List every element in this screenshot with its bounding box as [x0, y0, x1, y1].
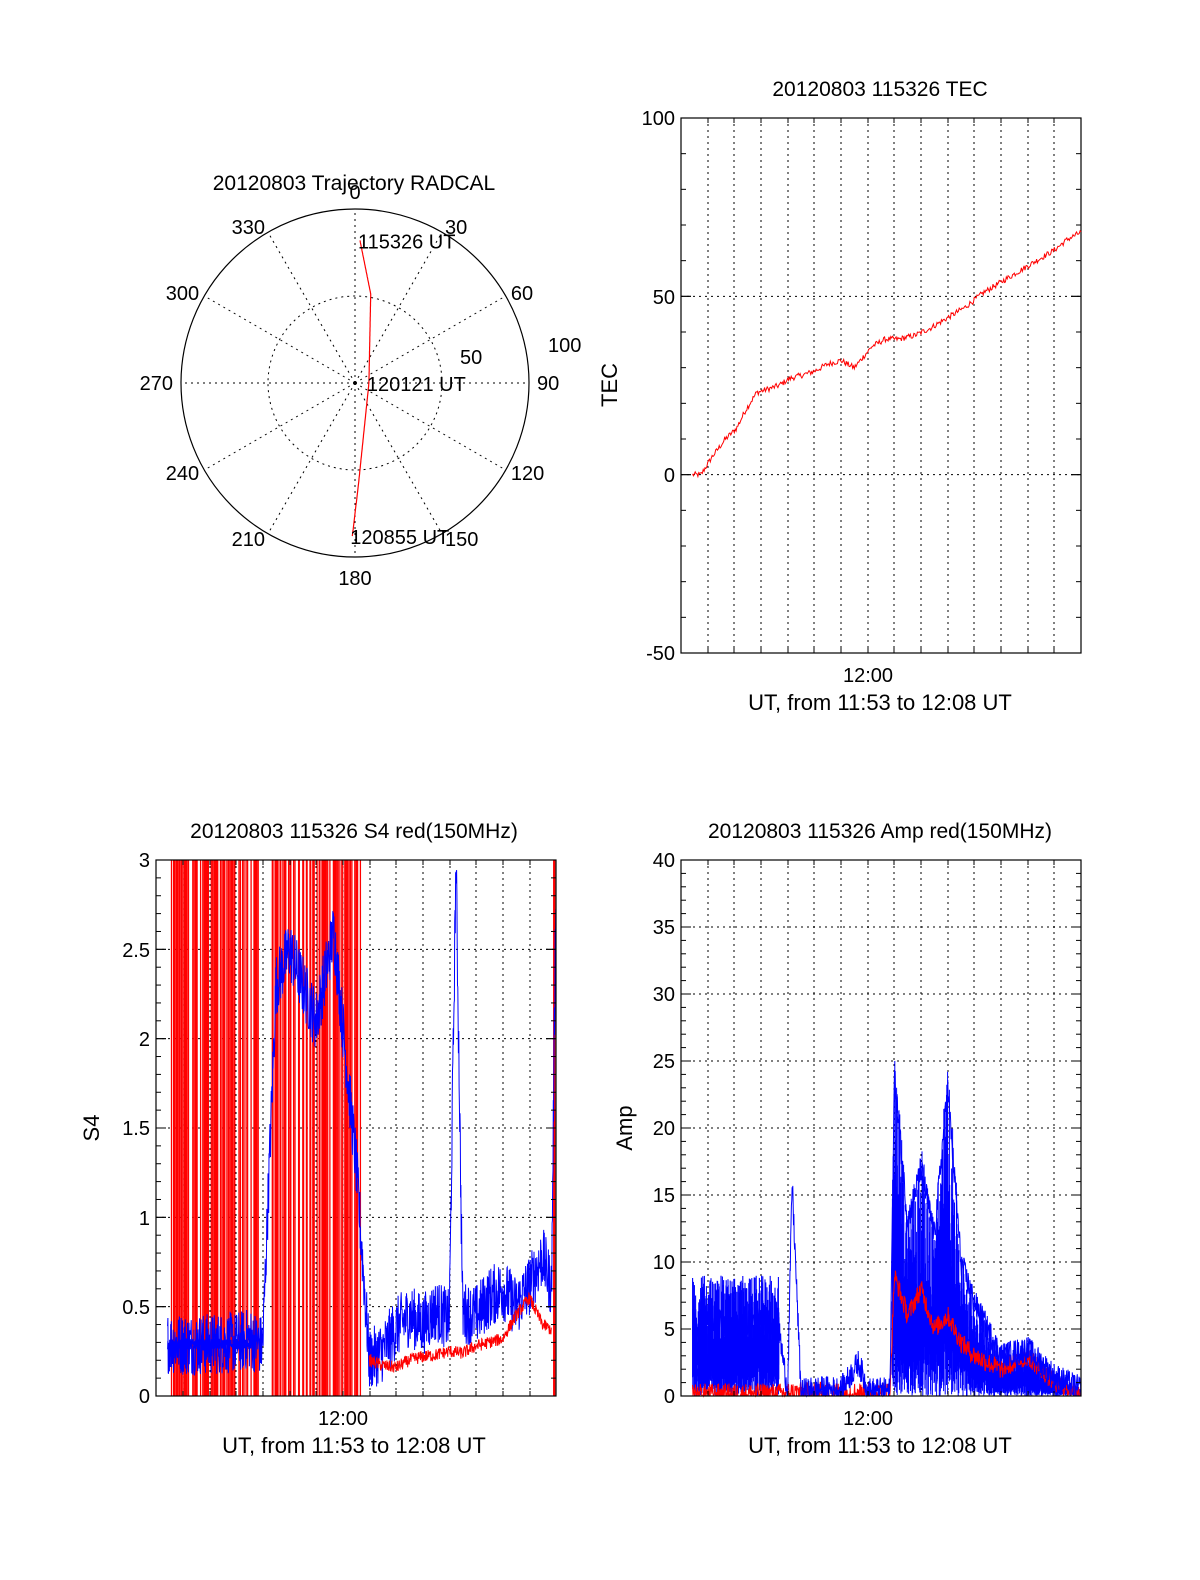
amp-panel: 20120803 115326 Amp red(150MHz) 40 35 30… — [612, 820, 1082, 1458]
polar-spoke — [354, 382, 506, 471]
angle-label-270: 270 — [140, 373, 173, 395]
s4-red-line — [368, 1292, 552, 1373]
amp-y-tick: 20 — [653, 1118, 675, 1140]
s4-y-tick-labels: 3 2.5 2 1.5 1 0.5 0 — [122, 850, 150, 1408]
tec-panel: 20120803 115326 TEC 100 50 0 -50 12:00 U… — [597, 78, 1082, 715]
tec-frame — [680, 117, 1082, 654]
s4-y-label: S4 — [79, 1115, 104, 1142]
angle-label-0: 0 — [349, 182, 360, 204]
angle-label-60: 60 — [511, 283, 533, 305]
angle-label-210: 210 — [232, 529, 265, 551]
tec-y-tick: -50 — [646, 643, 675, 665]
s4-red-spikes — [170, 860, 557, 1396]
polar-spoke — [204, 382, 356, 471]
angle-label-330: 330 — [232, 217, 265, 239]
trajectory-panel: 20120803 Trajectory RADCAL 0 30 60 90 12… — [140, 172, 582, 590]
tec-series-line — [692, 229, 1082, 479]
amp-x-tick: 12:00 — [843, 1408, 893, 1430]
trajectory-title: 20120803 Trajectory RADCAL — [213, 172, 496, 195]
amp-y-tick: 0 — [664, 1386, 675, 1408]
s4-blue-line — [167, 870, 557, 1387]
tec-y-tick-labels: 100 50 0 -50 — [642, 108, 675, 665]
polar-spoke — [354, 295, 506, 384]
polar-spoke — [354, 232, 443, 384]
angle-label-90: 90 — [537, 373, 559, 395]
s4-minor-ticks — [156, 859, 556, 1397]
amp-y-tick: 10 — [653, 1252, 675, 1274]
angle-label-120: 120 — [511, 463, 544, 485]
tec-y-tick: 50 — [653, 287, 675, 309]
s4-y-tick: 2 — [139, 1029, 150, 1051]
amp-blue-line — [692, 1070, 1082, 1398]
polar-spoke — [267, 382, 356, 534]
polar-angle-labels: 0 30 60 90 120 150 180 210 240 270 300 3… — [140, 182, 560, 590]
angle-label-30: 30 — [445, 217, 467, 239]
angle-label-180: 180 — [338, 568, 371, 590]
tec-y-tick: 0 — [664, 465, 675, 487]
s4-y-tick: 2.5 — [122, 940, 150, 962]
s4-title: 20120803 115326 S4 red(150MHz) — [190, 820, 518, 843]
tec-y-label: TEC — [597, 363, 622, 407]
polar-spoke — [354, 382, 443, 534]
s4-x-tick: 12:00 — [318, 1408, 368, 1430]
amp-y-tick: 35 — [653, 917, 675, 939]
radius-label-100: 100 — [548, 335, 581, 357]
s4-y-tick: 1.5 — [122, 1118, 150, 1140]
tec-grid — [681, 118, 1081, 653]
amp-y-tick: 40 — [653, 850, 675, 872]
trajectory-end-label: 120855 UT — [350, 527, 449, 549]
tec-y-tick: 100 — [642, 108, 675, 130]
radius-label-50: 50 — [460, 347, 482, 369]
tec-title: 20120803 115326 TEC — [772, 78, 987, 101]
polar-outer-circle — [180, 208, 530, 558]
polar-spoke — [204, 295, 356, 384]
trajectory-line — [351, 240, 372, 537]
tec-x-tick: 12:00 — [843, 665, 893, 687]
polar-ring — [267, 295, 443, 471]
s4-y-tick: 1 — [139, 1208, 150, 1230]
s4-x-label: UT, from 11:53 to 12:08 UT — [222, 1433, 486, 1458]
amp-y-tick: 25 — [653, 1051, 675, 1073]
amp-y-tick: 5 — [664, 1319, 675, 1341]
trajectory-start-label: 115326 UT — [358, 231, 455, 253]
angle-label-150: 150 — [445, 529, 478, 551]
amp-x-label: UT, from 11:53 to 12:08 UT — [748, 1433, 1012, 1458]
amp-y-tick: 15 — [653, 1185, 675, 1207]
amp-y-label: Amp — [612, 1105, 637, 1150]
angle-label-300: 300 — [166, 283, 199, 305]
s4-y-tick: 3 — [139, 850, 150, 872]
tec-minor-ticks — [681, 117, 1081, 654]
s4-y-tick: 0 — [139, 1386, 150, 1408]
polar-spoke — [267, 232, 356, 384]
polar-grid — [181, 209, 529, 557]
s4-panel: 20120803 115326 S4 red(150MHz) 3 2.5 2 1… — [79, 820, 557, 1458]
amp-title: 20120803 115326 Amp red(150MHz) — [708, 820, 1052, 843]
tec-x-label: UT, from 11:53 to 12:08 UT — [748, 690, 1012, 715]
amp-y-tick: 30 — [653, 984, 675, 1006]
s4-y-tick: 0.5 — [122, 1297, 150, 1319]
angle-label-240: 240 — [166, 463, 199, 485]
amp-minor-ticks — [681, 859, 1081, 1397]
amp-y-tick-labels: 40 35 30 25 20 15 10 5 0 — [653, 850, 675, 1408]
trajectory-mid-label: 120121 UT — [367, 374, 466, 396]
